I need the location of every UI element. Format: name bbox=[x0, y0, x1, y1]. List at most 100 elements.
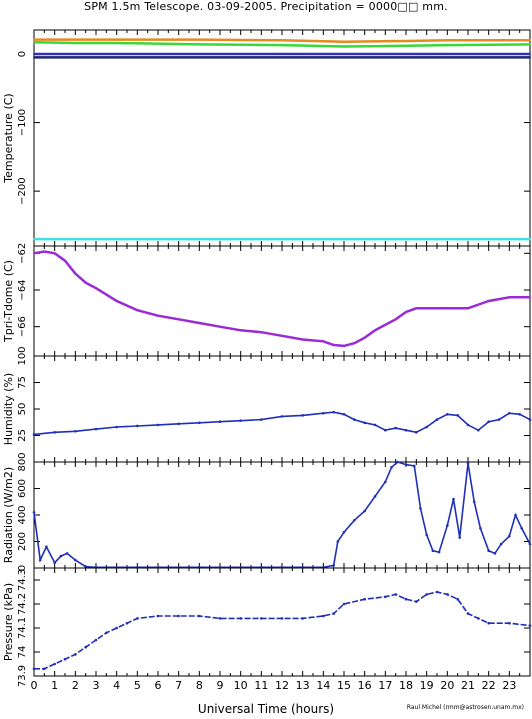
data-point bbox=[487, 420, 490, 424]
data-point bbox=[84, 565, 87, 568]
data-point bbox=[529, 296, 531, 299]
data-point bbox=[479, 526, 482, 530]
x-tick-label: 13 bbox=[296, 679, 310, 692]
credit-text: Raul Michel (rmm@astrosen.unam.mx) bbox=[406, 704, 524, 711]
series-line bbox=[34, 38, 530, 43]
data-point bbox=[74, 42, 77, 45]
data-point bbox=[529, 56, 531, 59]
data-point bbox=[394, 318, 397, 321]
data-point bbox=[425, 307, 428, 310]
data-point bbox=[353, 418, 356, 421]
data-point bbox=[415, 600, 418, 603]
data-point bbox=[384, 480, 387, 484]
data-point bbox=[156, 423, 160, 427]
y-tick-label: 74 bbox=[17, 646, 28, 659]
data-point bbox=[332, 410, 335, 414]
y-tick-label: 600 bbox=[17, 479, 28, 498]
y-tick-label: −62 bbox=[17, 243, 28, 264]
data-point bbox=[425, 425, 428, 429]
data-point bbox=[33, 238, 35, 241]
series-trace bbox=[34, 591, 531, 670]
data-point bbox=[452, 497, 455, 501]
data-point bbox=[177, 614, 180, 618]
x-tick-label: 21 bbox=[461, 679, 475, 692]
data-point bbox=[74, 558, 77, 562]
data-point bbox=[336, 540, 340, 543]
data-point bbox=[472, 500, 476, 504]
data-point bbox=[363, 421, 366, 425]
chart-title: SPM 1.5m Telescope. 03-09-2005. Precipit… bbox=[84, 0, 448, 13]
data-point bbox=[136, 617, 139, 620]
data-point bbox=[529, 238, 531, 241]
data-point bbox=[456, 414, 459, 417]
data-point bbox=[198, 43, 201, 46]
data-point bbox=[528, 542, 532, 546]
data-point bbox=[115, 300, 118, 302]
data-point bbox=[59, 554, 63, 558]
data-point bbox=[33, 38, 35, 41]
data-point bbox=[74, 653, 77, 656]
data-point bbox=[332, 612, 335, 615]
y-axis-label: Pressure (kPa) bbox=[2, 583, 15, 661]
y-tick-label: 50 bbox=[17, 403, 28, 416]
y-tick-label: −200 bbox=[17, 177, 28, 204]
data-point bbox=[136, 424, 139, 428]
x-tick-label: 17 bbox=[378, 679, 392, 692]
data-point bbox=[384, 428, 387, 432]
y-tick-label: 75 bbox=[17, 376, 28, 389]
data-point bbox=[343, 344, 345, 347]
data-point bbox=[260, 617, 263, 620]
data-point bbox=[363, 509, 366, 513]
data-point bbox=[281, 44, 283, 47]
data-point bbox=[396, 460, 400, 464]
x-tick-label: 14 bbox=[316, 679, 330, 692]
series-line bbox=[33, 250, 530, 348]
data-point bbox=[446, 44, 449, 47]
data-point bbox=[508, 621, 511, 625]
data-point bbox=[477, 617, 480, 620]
data-point bbox=[32, 667, 36, 671]
data-point bbox=[280, 617, 284, 620]
data-point bbox=[419, 507, 422, 510]
data-point bbox=[301, 338, 304, 341]
x-tick-label: 11 bbox=[254, 679, 268, 692]
data-point bbox=[198, 614, 201, 618]
data-point bbox=[497, 418, 501, 421]
y-tick-label: 74.2 bbox=[17, 593, 28, 615]
data-point bbox=[456, 597, 459, 601]
data-point bbox=[115, 626, 118, 630]
x-tick-label: 23 bbox=[502, 679, 516, 692]
x-tick-label: 12 bbox=[275, 679, 289, 692]
x-tick-label: 16 bbox=[358, 679, 372, 692]
data-point bbox=[477, 428, 480, 432]
data-point bbox=[404, 463, 408, 466]
data-point bbox=[529, 43, 531, 46]
data-point bbox=[322, 614, 325, 618]
data-point bbox=[373, 423, 377, 427]
data-point bbox=[431, 549, 435, 553]
data-point bbox=[342, 530, 346, 534]
data-point bbox=[33, 252, 35, 255]
data-point bbox=[198, 38, 201, 41]
data-point bbox=[157, 314, 159, 317]
data-point bbox=[415, 431, 418, 434]
data-point bbox=[53, 252, 56, 255]
data-point bbox=[528, 418, 532, 421]
x-tick-label: 1 bbox=[51, 679, 58, 692]
data-point bbox=[466, 612, 470, 615]
panel-frame bbox=[33, 355, 531, 463]
y-axis-label: Tpri-Tdome (C) bbox=[2, 260, 15, 343]
data-point bbox=[33, 56, 35, 59]
data-point bbox=[499, 542, 503, 546]
data-point bbox=[415, 307, 418, 310]
data-point bbox=[404, 597, 408, 601]
data-point bbox=[405, 39, 407, 42]
data-point bbox=[458, 536, 462, 539]
data-point bbox=[353, 519, 356, 522]
data-point bbox=[198, 421, 201, 425]
y-tick-label: 400 bbox=[17, 505, 28, 524]
data-point bbox=[38, 558, 42, 562]
